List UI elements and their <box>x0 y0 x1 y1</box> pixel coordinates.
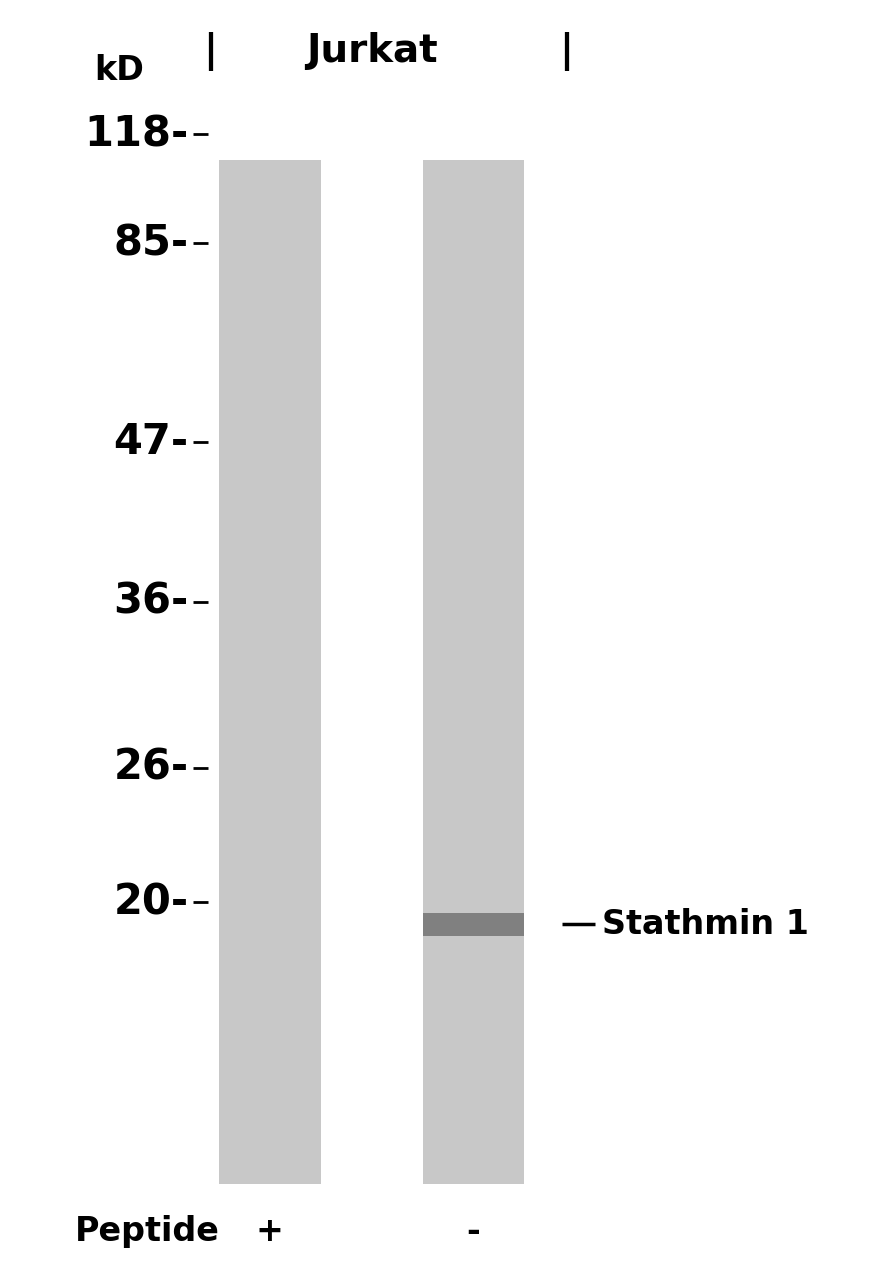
Bar <box>219 160 320 1184</box>
Text: kD: kD <box>95 54 144 87</box>
Text: 26-: 26- <box>113 748 189 788</box>
Text: 47-: 47- <box>113 421 189 462</box>
Text: 36-: 36- <box>113 581 189 622</box>
Text: 20-: 20- <box>113 882 189 923</box>
Text: |: | <box>204 32 218 70</box>
Text: Stathmin 1: Stathmin 1 <box>602 908 809 941</box>
Text: Peptide: Peptide <box>75 1215 220 1248</box>
Text: 118-: 118- <box>84 114 189 155</box>
Text: |: | <box>559 32 573 70</box>
Text: +: + <box>256 1215 284 1248</box>
Text: -: - <box>466 1215 481 1248</box>
Text: Jurkat: Jurkat <box>306 32 437 70</box>
Text: 85-: 85- <box>113 223 189 264</box>
Bar <box>423 160 525 1184</box>
Bar <box>423 913 525 936</box>
